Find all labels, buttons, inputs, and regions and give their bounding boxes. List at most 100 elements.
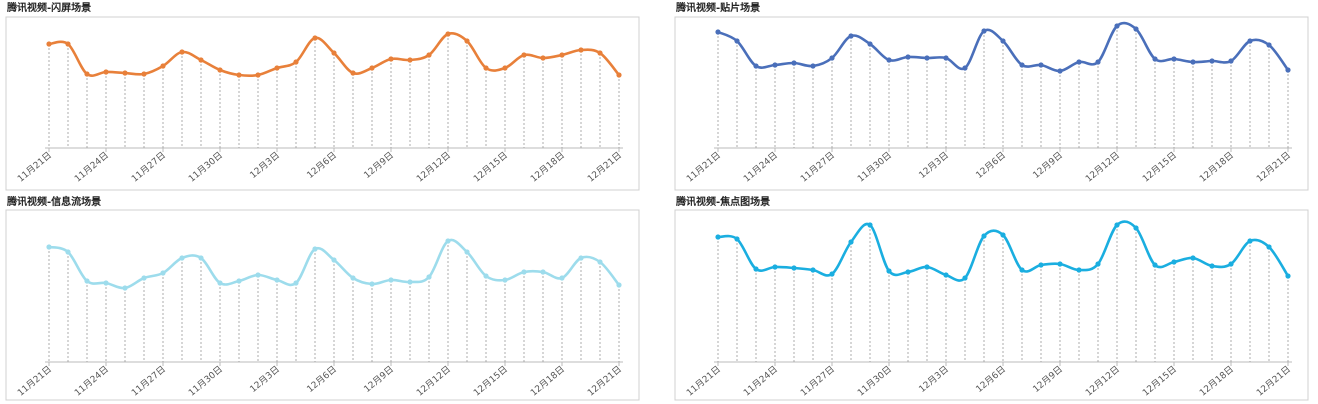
point: [981, 233, 987, 239]
point: [886, 57, 892, 63]
point: [46, 41, 52, 47]
point: [369, 65, 375, 71]
point: [521, 52, 527, 58]
point: [1076, 59, 1082, 65]
point: [407, 279, 413, 285]
point: [867, 222, 873, 228]
point: [521, 269, 527, 275]
point: [1171, 56, 1177, 62]
point: [772, 264, 778, 270]
point: [236, 72, 242, 78]
point: [962, 65, 968, 71]
point: [1114, 23, 1120, 29]
point: [1190, 255, 1196, 261]
point: [293, 59, 299, 65]
point: [715, 234, 721, 240]
point: [829, 271, 835, 277]
point: [198, 255, 204, 261]
point: [791, 265, 797, 271]
point: [274, 65, 280, 71]
point: [179, 255, 185, 261]
point: [962, 275, 968, 281]
point: [1038, 62, 1044, 68]
panel: [674, 16, 1309, 191]
point: [141, 71, 147, 77]
point: [597, 259, 603, 265]
point: [540, 269, 546, 275]
point: [810, 63, 816, 69]
point: [445, 238, 451, 244]
point: [426, 52, 432, 58]
point: [734, 236, 740, 242]
point: [1152, 262, 1158, 268]
point: [1019, 62, 1025, 68]
point: [616, 282, 622, 288]
point: [103, 280, 109, 286]
point: [753, 266, 759, 272]
point: [1038, 262, 1044, 268]
chart-title: 腾讯视频-信息流场景: [6, 195, 101, 208]
point: [886, 268, 892, 274]
point: [312, 35, 318, 41]
point: [1095, 59, 1101, 65]
point: [103, 69, 109, 75]
point: [483, 65, 489, 71]
point: [1209, 58, 1215, 64]
point: [217, 67, 223, 73]
point: [217, 280, 223, 286]
point: [255, 272, 261, 278]
point: [1095, 261, 1101, 267]
point: [772, 62, 778, 68]
point: [578, 47, 584, 53]
point: [1076, 267, 1082, 273]
point: [848, 33, 854, 39]
point: [1228, 58, 1234, 64]
point: [179, 49, 185, 55]
point: [734, 38, 740, 44]
point: [1000, 232, 1006, 238]
point: [540, 55, 546, 61]
point: [715, 29, 721, 35]
point: [867, 41, 873, 47]
point: [65, 249, 71, 255]
point: [559, 275, 565, 281]
point: [1228, 261, 1234, 267]
point: [1114, 222, 1120, 228]
point: [274, 277, 280, 283]
point: [578, 255, 584, 261]
point: [426, 274, 432, 280]
point: [1152, 56, 1158, 62]
point: [84, 71, 90, 77]
point: [84, 278, 90, 284]
point: [141, 275, 147, 281]
point: [943, 272, 949, 278]
point: [293, 280, 299, 286]
point: [1057, 261, 1063, 267]
point: [388, 277, 394, 283]
point: [502, 65, 508, 71]
point: [331, 50, 337, 56]
point: [464, 249, 470, 255]
point: [810, 267, 816, 273]
point: [1247, 238, 1253, 244]
point: [1285, 67, 1291, 73]
point: [407, 57, 413, 63]
point: [502, 277, 508, 283]
point: [1209, 263, 1215, 269]
point: [616, 72, 622, 78]
point: [1133, 26, 1139, 32]
point: [791, 60, 797, 66]
point: [445, 31, 451, 37]
point: [331, 257, 337, 263]
panel: [5, 16, 640, 191]
point: [924, 55, 930, 61]
point: [1266, 244, 1272, 250]
point: [1247, 38, 1253, 44]
point: [160, 63, 166, 69]
point: [198, 57, 204, 63]
point: [1000, 38, 1006, 44]
